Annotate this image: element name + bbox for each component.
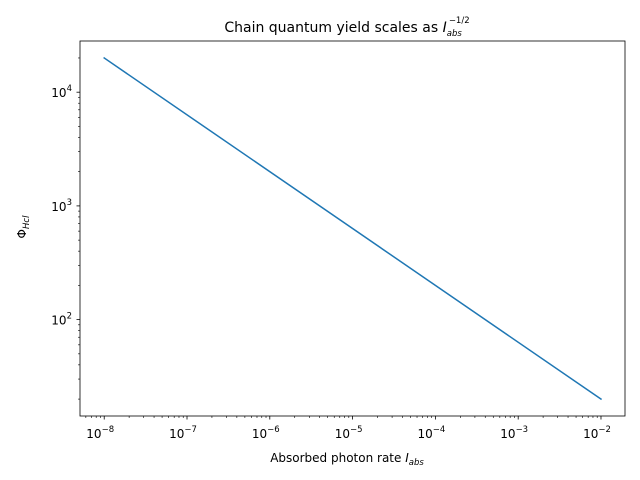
series-line — [103, 56, 603, 401]
x-minor-ticks — [85, 416, 598, 418]
x-tick-label: 10−8 — [86, 425, 114, 441]
series-layer — [103, 56, 603, 401]
chart-title: Chain quantum yield scales as Iabs−1/2 — [224, 16, 469, 39]
x-axis-ticks: 10−8 10−7 10−6 10−5 10−4 10−3 10−2 — [86, 416, 611, 441]
y-minor-ticks — [78, 57, 80, 400]
x-tick-label: 10−5 — [335, 425, 363, 441]
x-tick-label: 10−3 — [500, 425, 528, 441]
x-tick-label: 10−6 — [252, 425, 280, 441]
y-tick-label: 102 — [51, 312, 72, 328]
y-tick-label: 104 — [51, 84, 72, 100]
y-axis-label: ΦHcl — [15, 215, 32, 239]
x-tick-label: 10−2 — [583, 425, 611, 441]
y-axis-ticks: 102 103 104 — [51, 84, 80, 328]
x-tick-label: 10−4 — [417, 425, 445, 441]
x-tick-label: 10−7 — [169, 425, 197, 441]
y-tick-label: 103 — [51, 198, 72, 214]
x-axis-label: Absorbed photon rate Iabs — [270, 451, 424, 468]
